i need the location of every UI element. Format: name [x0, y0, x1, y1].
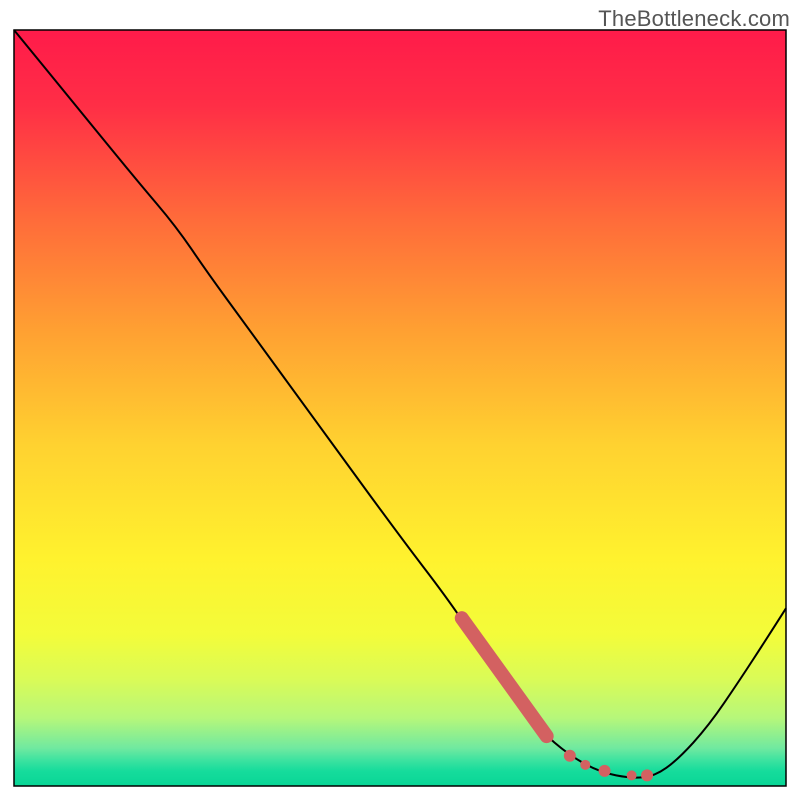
chart-svg	[0, 0, 800, 800]
marker-dot	[564, 750, 576, 762]
bottleneck-chart: TheBottleneck.com	[0, 0, 800, 800]
marker-dot	[599, 765, 611, 777]
marker-dot	[641, 769, 653, 781]
plot-background	[14, 30, 786, 786]
marker-dot	[627, 770, 637, 780]
marker-dot	[580, 760, 590, 770]
